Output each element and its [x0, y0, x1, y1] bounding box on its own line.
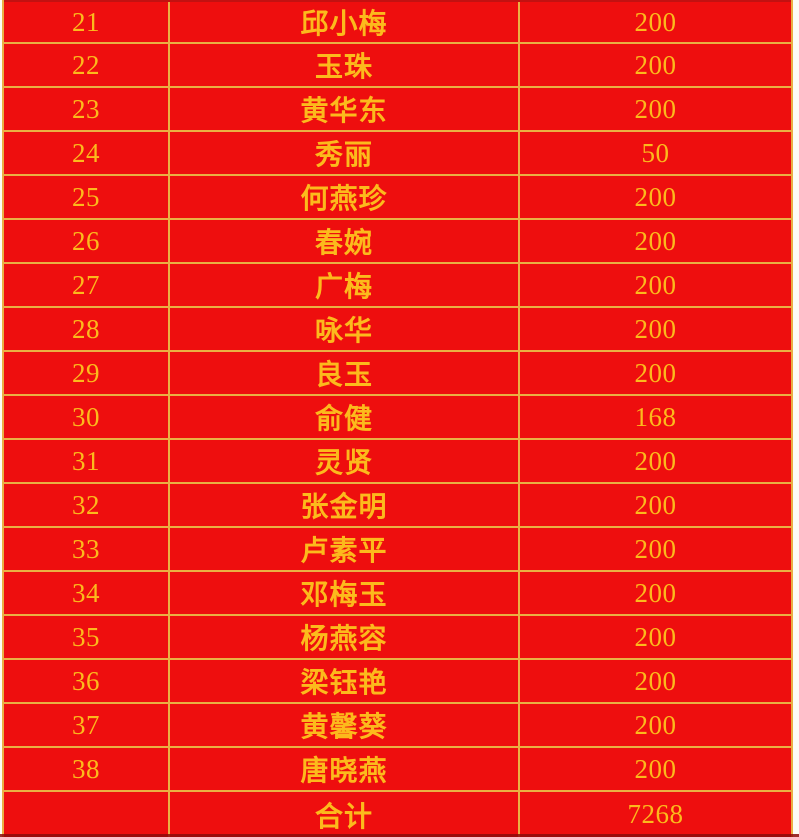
amount: 200: [634, 269, 677, 300]
table-row: 23 黄华东 200: [4, 88, 791, 132]
page-bottom-edge: [0, 834, 799, 837]
table-row: 22 玉珠 200: [4, 44, 791, 88]
table-row: 26 春婉 200: [4, 220, 791, 264]
amount: 200: [634, 49, 677, 80]
table-row: 28 咏华 200: [4, 308, 791, 352]
row-number: 36: [4, 660, 170, 702]
row-number: 38: [4, 748, 170, 790]
person-name: 良玉: [170, 352, 520, 394]
person-name: 广梅: [170, 264, 520, 306]
row-number: 26: [4, 220, 170, 262]
person-name: 玉珠: [170, 44, 520, 86]
amount: 200: [634, 489, 677, 520]
amount: 200: [634, 6, 677, 37]
table-row: 36 梁钰艳 200: [4, 660, 791, 704]
person-name: 咏华: [170, 308, 520, 350]
person-name: 春婉: [170, 220, 520, 262]
person-name: 黄馨葵: [170, 704, 520, 746]
table-row: 38 唐晓燕 200: [4, 748, 791, 792]
person-name: 唐晓燕: [170, 748, 520, 790]
row-number: 34: [4, 572, 170, 614]
person-name: 杨燕容: [170, 616, 520, 658]
row-number: 27: [4, 264, 170, 306]
row-number: 33: [4, 528, 170, 570]
person-name: 俞健: [170, 396, 520, 438]
amount: 200: [634, 533, 677, 564]
person-name: 卢素平: [170, 528, 520, 570]
person-name: 梁钰艳: [170, 660, 520, 702]
amount: 200: [634, 93, 677, 124]
person-name: 黄华东: [170, 88, 520, 130]
person-name: 邱小梅: [170, 2, 520, 42]
table-row: 29 良玉 200: [4, 352, 791, 396]
table-row: 24 秀丽 50: [4, 132, 791, 176]
amount: 200: [634, 181, 677, 212]
amount: 50: [641, 137, 670, 168]
person-name: 邓梅玉: [170, 572, 520, 614]
amount: 200: [634, 753, 677, 784]
total-row: 合计 7268: [4, 792, 791, 837]
amount: 200: [634, 357, 677, 388]
row-number: 29: [4, 352, 170, 394]
person-name: 灵贤: [170, 440, 520, 482]
row-number: 35: [4, 616, 170, 658]
amount: 200: [634, 665, 677, 696]
amount: 200: [634, 577, 677, 608]
row-number: 24: [4, 132, 170, 174]
row-number: 23: [4, 88, 170, 130]
row-number: 25: [4, 176, 170, 218]
table-row: 35 杨燕容 200: [4, 616, 791, 660]
person-name: 秀丽: [170, 132, 520, 174]
row-number: 28: [4, 308, 170, 350]
total-empty-cell: [4, 792, 170, 837]
amount: 200: [634, 709, 677, 740]
row-number: 22: [4, 44, 170, 86]
amount: 200: [634, 445, 677, 476]
table-row: 25 何燕珍 200: [4, 176, 791, 220]
row-number: 30: [4, 396, 170, 438]
amount: 200: [634, 313, 677, 344]
table-row: 37 黄馨葵 200: [4, 704, 791, 748]
table-row: 33 卢素平 200: [4, 528, 791, 572]
amount: 200: [634, 621, 677, 652]
table-row: 31 灵贤 200: [4, 440, 791, 484]
amount: 168: [634, 401, 677, 432]
row-number: 32: [4, 484, 170, 526]
person-name: 张金明: [170, 484, 520, 526]
table-row: 34 邓梅玉 200: [4, 572, 791, 616]
table-row: 21 邱小梅 200: [4, 0, 791, 44]
table-row: 30 俞健 168: [4, 396, 791, 440]
table-row: 27 广梅 200: [4, 264, 791, 308]
row-number: 31: [4, 440, 170, 482]
table-row: 32 张金明 200: [4, 484, 791, 528]
row-number: 37: [4, 704, 170, 746]
person-name: 何燕珍: [170, 176, 520, 218]
total-amount: 7268: [627, 799, 684, 829]
amount: 200: [634, 225, 677, 256]
row-number: 21: [4, 2, 170, 42]
total-label: 合计: [170, 792, 520, 837]
